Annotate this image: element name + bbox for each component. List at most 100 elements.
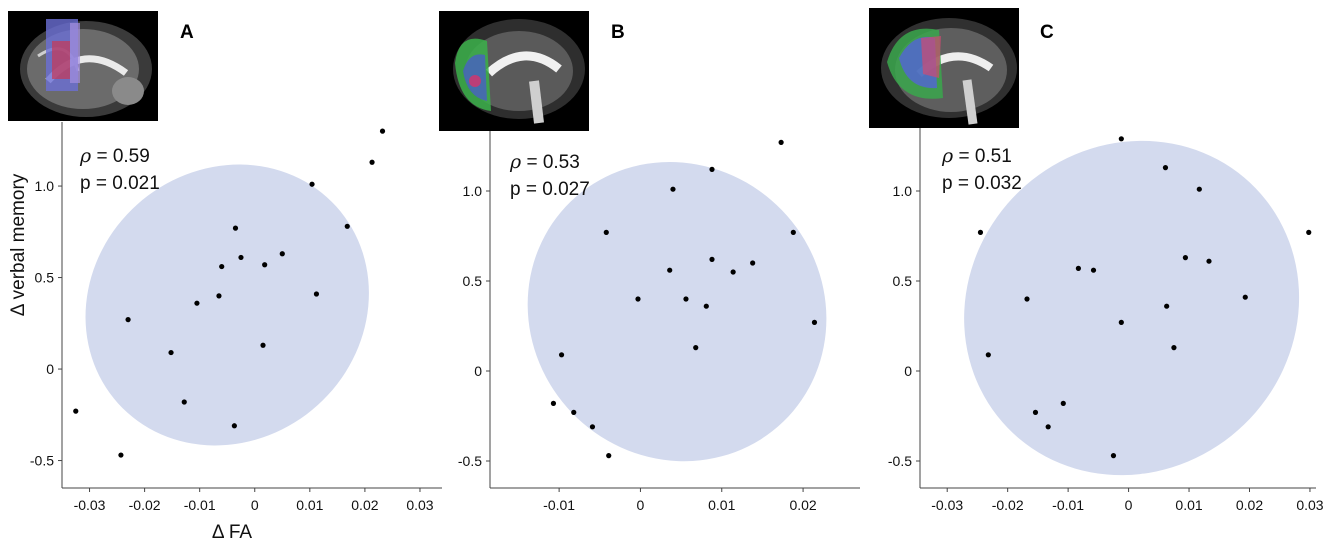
- data-point: [279, 251, 285, 257]
- rho-symbol: ρ: [79, 145, 92, 167]
- data-point: [589, 424, 596, 430]
- x-tick-label: 0.01: [296, 497, 323, 513]
- data-point: [1182, 255, 1189, 261]
- data-point: [750, 260, 756, 266]
- data-point: [1090, 267, 1097, 273]
- data-point: [1075, 265, 1081, 271]
- x-tick-label: 0.03: [1296, 497, 1323, 513]
- x-tick-label: -0.03: [931, 497, 963, 513]
- rho-symbol: ρ: [941, 145, 954, 167]
- data-point: [216, 293, 222, 299]
- data-point: [238, 254, 244, 261]
- rho-annotation: ρ = 0.51: [941, 145, 1012, 167]
- rho-value: = 0.53: [521, 152, 580, 173]
- scatter-panel-a: -0.5 0 0.5 1.0 -0.03 -0.02 -0.01 0 0.01 0.02 0.03 A…: [8, 22, 442, 543]
- y-tick-label: 0.5: [463, 273, 483, 289]
- data-point: [558, 352, 565, 358]
- data-point: [1024, 296, 1030, 302]
- x-tick-label: 0.02: [1236, 497, 1263, 513]
- density-ellipse: [85, 164, 369, 446]
- data-point: [1060, 400, 1066, 406]
- x-axis-label: Δ FA: [212, 522, 252, 543]
- data-point: [1045, 424, 1051, 430]
- data-point: [118, 452, 124, 458]
- data-point: [231, 423, 237, 429]
- data-point: [977, 229, 984, 235]
- data-point: [603, 229, 609, 235]
- y-tick-label: 0: [474, 363, 482, 379]
- data-point: [219, 263, 225, 270]
- data-point: [1118, 319, 1124, 325]
- scatter-panel-b: -0.5 0 0.5 1.0 -0.01 0 0.01 0.02 Bρ = 0.53 p = 0.…: [458, 22, 860, 513]
- y-tick-label: 1.0: [35, 178, 55, 194]
- p-value-annotation: p = 0.032: [942, 173, 1022, 194]
- data-point: [1206, 258, 1212, 264]
- x-tick-label: 0.03: [406, 497, 433, 513]
- data-point: [571, 409, 577, 415]
- data-point: [232, 225, 239, 231]
- scatter-panel-c: -0.5 0 0.5 1.0 -0.03 -0.02 -0.01 0 0.01 0.02 0.03 C…: [888, 22, 1324, 513]
- data-point: [670, 186, 676, 192]
- data-point: [1242, 294, 1248, 300]
- density-ellipse: [527, 161, 827, 462]
- x-tick-label: -0.01: [184, 497, 216, 513]
- p-value-annotation: p = 0.027: [510, 179, 590, 200]
- data-point: [369, 159, 375, 165]
- panel-label-a: A: [180, 22, 194, 43]
- data-point: [313, 291, 320, 297]
- data-point: [635, 296, 641, 302]
- data-point: [379, 128, 386, 134]
- data-point: [550, 400, 557, 406]
- data-point: [1032, 409, 1039, 415]
- data-point: [606, 453, 612, 459]
- data-point: [262, 262, 268, 268]
- data-point: [1164, 303, 1170, 309]
- y-tick-label: 0: [46, 361, 54, 377]
- x-tick-label: -0.03: [74, 497, 106, 513]
- data-point: [73, 408, 79, 414]
- y-tick-label: -0.5: [888, 453, 912, 469]
- x-tick-label: 0: [1125, 497, 1133, 513]
- data-point: [181, 399, 187, 405]
- x-tick-label: 0.02: [789, 497, 816, 513]
- x-tick-label: -0.01: [1052, 497, 1084, 513]
- data-point: [194, 300, 200, 306]
- x-tick-label: -0.02: [129, 497, 161, 513]
- y-tick-label: 0: [904, 363, 912, 379]
- x-tick-label: 0: [637, 497, 645, 513]
- rho-value: = 0.59: [91, 146, 150, 167]
- data-point: [790, 229, 796, 235]
- rho-annotation: ρ = 0.59: [79, 145, 150, 167]
- data-point: [1162, 165, 1169, 171]
- y-tick-label: -0.5: [30, 453, 54, 469]
- data-point: [778, 139, 784, 145]
- y-tick-label: 0.5: [893, 273, 913, 289]
- data-point: [1171, 345, 1177, 351]
- p-value-annotation: p = 0.021: [80, 173, 160, 194]
- data-point: [125, 317, 131, 323]
- y-tick-label: 0.5: [35, 270, 55, 286]
- data-point: [709, 166, 715, 172]
- y-tick-label: 1.0: [893, 183, 913, 199]
- data-point: [985, 352, 991, 358]
- panel-label-b: B: [611, 22, 625, 43]
- data-point: [1118, 136, 1124, 142]
- x-tick-label: 0.01: [708, 497, 735, 513]
- brain-inset-a: [8, 11, 158, 121]
- data-point: [683, 296, 689, 302]
- data-point: [260, 342, 266, 348]
- brain-inset-c: [869, 8, 1019, 128]
- rho-value: = 0.51: [953, 146, 1012, 167]
- x-tick-label: 0: [251, 497, 259, 513]
- data-point: [309, 181, 315, 187]
- x-tick-label: -0.01: [543, 497, 575, 513]
- data-point: [1110, 453, 1117, 459]
- y-axis-label: Δ verbal memory: [8, 173, 29, 316]
- data-point: [1306, 229, 1312, 235]
- rho-annotation: ρ = 0.53: [509, 151, 580, 173]
- x-tick-label: 0.02: [351, 497, 378, 513]
- x-tick-label: -0.02: [992, 497, 1024, 513]
- data-point: [730, 269, 736, 275]
- data-point: [168, 349, 174, 356]
